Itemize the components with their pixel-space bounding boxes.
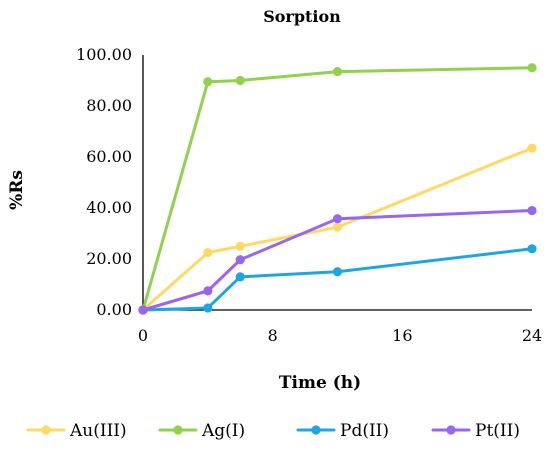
y-tick-label: 40.00 — [86, 198, 132, 217]
y-tick-label: 100.00 — [76, 45, 132, 64]
data-point-au-iii — [235, 241, 245, 251]
data-point-ag-i — [332, 66, 343, 77]
data-point-au-iii — [203, 248, 213, 258]
data-point-au-iii — [527, 143, 537, 153]
y-tick-label: 20.00 — [86, 249, 132, 268]
x-tick-label: 8 — [268, 326, 278, 345]
series-ag-i — [138, 63, 537, 315]
legend-swatch-marker — [173, 425, 183, 435]
y-tick-label: 60.00 — [86, 147, 132, 166]
data-point-pt-ii — [203, 286, 213, 296]
data-point-pd-ii — [527, 244, 537, 254]
legend-item-pd-ii: Pd(II) — [296, 421, 389, 441]
data-point-ag-i — [527, 63, 537, 73]
x-tick-labels: 0 8 16 24 — [138, 326, 542, 345]
data-point-pt-ii — [235, 255, 245, 265]
legend-label: Au(III) — [69, 421, 127, 441]
legend-swatch-marker — [41, 425, 51, 435]
data-point-pd-ii — [235, 272, 245, 282]
legend-item-ag-i: Ag(I) — [158, 421, 245, 441]
y-tick-label: 0.00 — [96, 300, 132, 319]
legend-swatch-marker — [446, 425, 456, 435]
series-pt-ii — [138, 205, 537, 315]
legend-label: Pt(II) — [475, 421, 520, 441]
legend-item-au-iii: Au(III) — [26, 421, 127, 441]
data-point-pd-ii — [203, 303, 213, 313]
data-point-ag-i — [235, 75, 245, 86]
series-au-iii — [138, 143, 537, 315]
chart-title: Sorption — [263, 7, 341, 26]
data-point-pt-ii — [527, 205, 537, 216]
legend-label: Ag(I) — [201, 421, 245, 441]
series-pd-ii — [138, 244, 537, 315]
y-axis-title: %Rs — [7, 170, 27, 210]
data-point-pt-ii — [332, 214, 343, 224]
y-tick-label: 80.00 — [86, 96, 132, 115]
legend-label: Pd(II) — [340, 421, 389, 441]
x-axis-title: Time (h) — [279, 373, 361, 393]
data-point-au-iii — [332, 222, 343, 232]
data-point-ag-i — [203, 77, 213, 87]
legend-item-pt-ii: Pt(II) — [431, 421, 520, 441]
data-point-pd-ii — [332, 267, 343, 277]
data-point-pt-ii — [138, 305, 148, 315]
legend: Au(III) Ag(I) Pd(II) Pt(II) — [26, 421, 520, 441]
legend-swatch-marker — [311, 425, 321, 435]
y-tick-labels: 0.00 20.00 40.00 60.00 80.00 100.00 — [76, 45, 132, 319]
x-tick-label: 24 — [522, 326, 542, 345]
x-tick-label: 16 — [392, 326, 412, 345]
x-tick-label: 0 — [138, 326, 148, 345]
series-layer — [138, 63, 537, 315]
